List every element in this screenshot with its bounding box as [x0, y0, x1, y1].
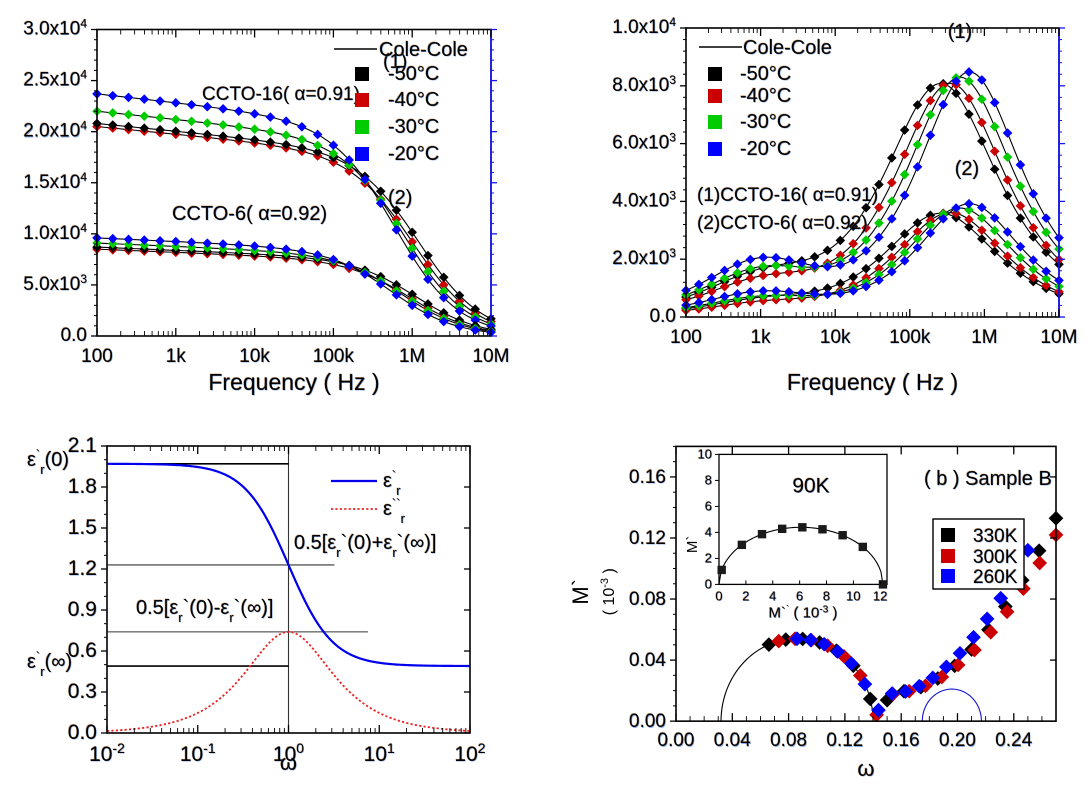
svg-text:3.0x104: 3.0x104	[23, 17, 87, 40]
svg-text:0.12: 0.12	[826, 730, 863, 751]
svg-text:-50°C: -50°C	[388, 63, 439, 85]
svg-text:Cole-Cole: Cole-Cole	[379, 39, 468, 61]
svg-text:10k: 10k	[239, 346, 270, 367]
svg-text:300K: 300K	[973, 547, 1018, 568]
svg-text:2.5x104: 2.5x104	[23, 68, 87, 91]
svg-text:8: 8	[705, 472, 712, 487]
svg-text:0: 0	[705, 576, 712, 591]
svg-text:10M: 10M	[473, 346, 510, 367]
svg-text:1.2: 1.2	[68, 557, 97, 580]
svg-text:-20°C: -20°C	[740, 138, 791, 160]
svg-text:10: 10	[698, 446, 712, 461]
svg-text:1.0x104: 1.0x104	[612, 15, 676, 38]
svg-text:(1): (1)	[948, 21, 972, 43]
svg-text:6: 6	[705, 498, 712, 513]
svg-text:0.20: 0.20	[939, 730, 976, 751]
svg-text:100: 100	[81, 346, 113, 367]
svg-text:2: 2	[705, 550, 712, 565]
svg-text:1.5: 1.5	[68, 516, 97, 539]
svg-text:4: 4	[705, 524, 712, 539]
svg-text:( b ) Sample B: ( b ) Sample B	[924, 468, 1052, 490]
svg-text:1.0x104: 1.0x104	[23, 221, 87, 244]
svg-text:Frequency ( Hz ): Frequency ( Hz )	[787, 369, 958, 395]
svg-text:100: 100	[670, 327, 702, 348]
svg-text:2.0x103: 2.0x103	[612, 246, 676, 269]
svg-text:0.0: 0.0	[68, 721, 97, 744]
svg-text:2.0x104: 2.0x104	[23, 119, 87, 142]
svg-text:0.08: 0.08	[770, 730, 807, 751]
svg-text:0.9: 0.9	[68, 598, 97, 621]
svg-text:260K: 260K	[973, 567, 1018, 588]
svg-text:0.0: 0.0	[61, 325, 87, 346]
svg-text:330K: 330K	[973, 526, 1018, 547]
svg-text:Cole-Cole: Cole-Cole	[743, 37, 832, 59]
svg-text:6.0x103: 6.0x103	[612, 131, 676, 154]
svg-text:(2): (2)	[388, 187, 412, 209]
svg-text:ω: ω	[280, 750, 297, 775]
svg-text:(1)CCTO-16( α=0.91): (1)CCTO-16( α=0.91)	[697, 185, 878, 206]
svg-text:0.3: 0.3	[68, 680, 97, 703]
svg-text:1k: 1k	[166, 346, 187, 367]
svg-text:100k: 100k	[889, 327, 931, 348]
svg-text:-40°C: -40°C	[740, 85, 791, 107]
svg-text:0.16: 0.16	[629, 467, 666, 488]
svg-text:1k: 1k	[751, 327, 772, 348]
svg-text:(2): (2)	[955, 158, 979, 180]
svg-text:10M: 10M	[1041, 327, 1078, 348]
svg-text:1M: 1M	[399, 346, 425, 367]
svg-text:-50°C: -50°C	[740, 63, 791, 85]
svg-text:M`: M`	[568, 579, 593, 605]
svg-text:6: 6	[796, 588, 803, 603]
svg-text:10: 10	[846, 588, 860, 603]
svg-text:2.1: 2.1	[68, 434, 97, 457]
svg-text:ω: ω	[857, 756, 874, 781]
svg-text:( 10-3 ): ( 10-3 )	[599, 568, 618, 615]
svg-text:CCTO-6( α=0.92): CCTO-6( α=0.92)	[172, 203, 327, 225]
svg-text:Frequency ( Hz ): Frequency ( Hz )	[208, 369, 379, 395]
svg-text:12: 12	[873, 588, 887, 603]
svg-text:1.8: 1.8	[68, 475, 97, 498]
svg-text:(2)CCTO-6( α=0.92): (2)CCTO-6( α=0.92)	[697, 213, 868, 234]
svg-text:0.12: 0.12	[629, 528, 666, 549]
svg-text:0.08: 0.08	[629, 589, 666, 610]
svg-text:-30°C: -30°C	[388, 116, 439, 138]
svg-text:0.0: 0.0	[650, 306, 676, 327]
svg-text:0.16: 0.16	[883, 730, 920, 751]
svg-text:8.0x103: 8.0x103	[612, 73, 676, 96]
svg-text:2: 2	[742, 588, 749, 603]
svg-text:0: 0	[715, 588, 722, 603]
svg-text:0.00: 0.00	[658, 730, 695, 751]
svg-text:0.04: 0.04	[714, 730, 751, 751]
svg-text:CCTO-16( α=0.91): CCTO-16( α=0.91)	[202, 84, 360, 105]
svg-text:0.24: 0.24	[995, 730, 1032, 751]
svg-text:0.04: 0.04	[629, 650, 666, 671]
svg-text:4: 4	[769, 588, 776, 603]
svg-text:10k: 10k	[820, 327, 851, 348]
svg-text:100k: 100k	[313, 346, 355, 367]
svg-text:-40°C: -40°C	[388, 89, 439, 111]
svg-text:M`: M`	[684, 536, 701, 554]
svg-text:-20°C: -20°C	[388, 143, 439, 165]
svg-text:1.5x104: 1.5x104	[23, 170, 87, 193]
svg-text:90K: 90K	[792, 474, 829, 497]
svg-text:1M: 1M	[971, 327, 997, 348]
svg-text:8: 8	[823, 588, 830, 603]
svg-text:-30°C: -30°C	[740, 111, 791, 133]
svg-text:4.0x103: 4.0x103	[612, 188, 676, 211]
svg-text:5.0x103: 5.0x103	[23, 272, 87, 295]
